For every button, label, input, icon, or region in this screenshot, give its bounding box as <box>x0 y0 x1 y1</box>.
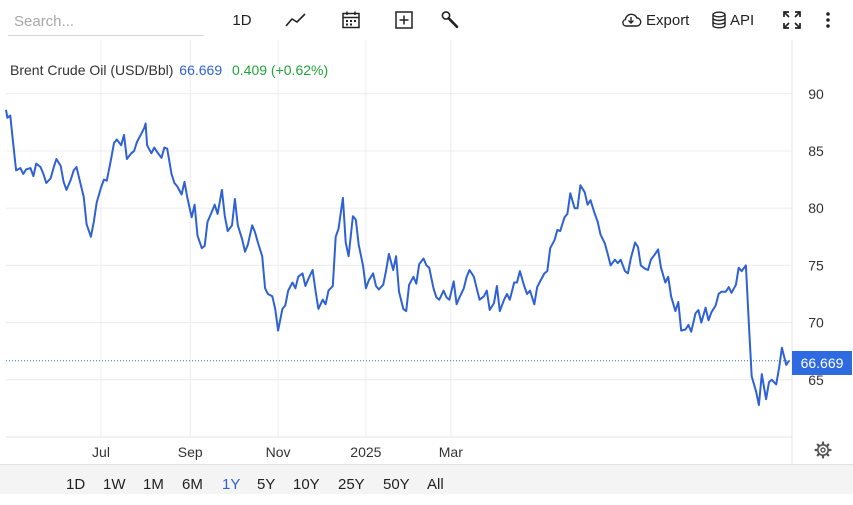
chart-type-button[interactable] <box>282 6 310 34</box>
legend-change: 0.409 (+0.62%) <box>232 62 329 78</box>
database-icon <box>711 11 727 29</box>
x-tick-label: 2025 <box>350 444 381 460</box>
series-line-brent <box>5 109 790 406</box>
fullscreen-icon <box>782 10 802 30</box>
y-tick-label: 75 <box>808 257 824 273</box>
line-chart-icon <box>285 12 307 28</box>
settings-tools-button[interactable] <box>436 6 464 34</box>
cloud-download-icon <box>620 12 642 28</box>
calendar-icon <box>341 10 361 30</box>
export-label: Export <box>646 11 690 29</box>
gear-icon <box>813 441 833 464</box>
legend-value: 66.669 <box>179 62 223 78</box>
export-button[interactable]: Export <box>620 6 694 34</box>
range-button-1d[interactable]: 1D <box>66 476 86 493</box>
range-button-25y[interactable]: 25Y <box>338 476 365 493</box>
search-input[interactable] <box>8 8 204 36</box>
api-label: API <box>730 11 755 29</box>
interval-button[interactable]: 1D <box>228 6 256 34</box>
x-tick-label: Mar <box>439 444 463 460</box>
y-tick-label: 85 <box>808 143 824 159</box>
wrench-icon <box>440 10 460 30</box>
range-button-50y[interactable]: 50Y <box>383 476 410 493</box>
y-tick-label: 70 <box>808 315 824 331</box>
chart-settings-button[interactable] <box>813 440 833 465</box>
date-range-button[interactable] <box>337 6 365 34</box>
range-selector: 1D 1W 1M 6M 1Y 5Y 10Y 25Y 50Y All <box>0 464 853 494</box>
x-tick-label: Jul <box>92 444 110 460</box>
y-tick-label: 65 <box>808 372 824 388</box>
x-tick-label: Sep <box>178 444 203 460</box>
range-button-all[interactable]: All <box>427 476 444 493</box>
api-button[interactable]: API <box>711 6 761 34</box>
interval-label: 1D <box>232 11 252 29</box>
fullscreen-button[interactable] <box>779 6 805 34</box>
range-button-5y[interactable]: 5Y <box>257 476 276 493</box>
range-button-1m[interactable]: 1M <box>143 476 164 493</box>
x-tick-label: Nov <box>266 444 291 460</box>
more-vertical-icon <box>825 11 831 29</box>
legend-series-name: Brent Crude Oil (USD/Bbl) <box>10 62 174 78</box>
price-chart[interactable]: 65 70 75 80 85 90 Jul Sep Nov 2025 Mar <box>0 40 853 464</box>
y-tick-label: 90 <box>808 86 824 102</box>
last-price-tag: 66.669 <box>792 351 852 375</box>
y-tick-label: 80 <box>808 200 824 216</box>
chart-grid <box>6 40 793 464</box>
add-icon <box>394 10 414 30</box>
range-button-6m[interactable]: 6M <box>182 476 203 493</box>
more-options-button[interactable] <box>817 6 839 34</box>
chart-legend: Brent Crude Oil (USD/Bbl) 66.669 0.409 (… <box>10 62 328 78</box>
range-button-10y[interactable]: 10Y <box>293 476 320 493</box>
range-button-1y[interactable]: 1Y <box>222 476 241 493</box>
y-axis: 65 70 75 80 85 90 <box>808 86 824 388</box>
add-indicator-button[interactable] <box>390 6 418 34</box>
toolbar: 1D <box>0 0 853 40</box>
x-axis: Jul Sep Nov 2025 Mar <box>92 444 463 460</box>
range-button-1w[interactable]: 1W <box>103 476 126 493</box>
